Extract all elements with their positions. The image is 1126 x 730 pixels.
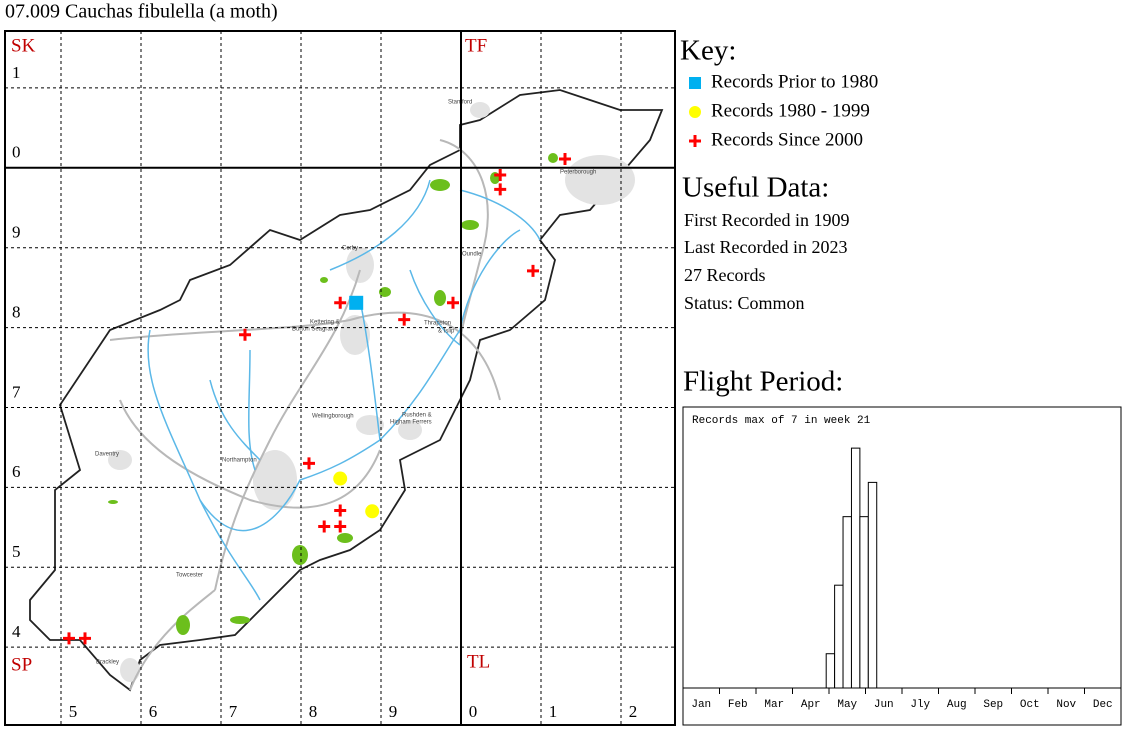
x-tick-label: 0 [469,702,478,721]
month-label: Mar [764,699,784,711]
month-label: Jun [874,699,894,711]
month-label: Sep [983,699,1003,711]
useful-data-title: Useful Data: [682,172,829,204]
place-label: Burton Seagrave [292,327,338,333]
bar [850,447,861,689]
x-tick-label: 7 [229,702,238,721]
month-label: Jan [691,699,711,711]
x-tick-label: 2 [629,702,638,721]
place-label: Daventry [95,452,119,458]
record-marker [365,504,380,519]
record-marker [349,295,364,310]
month-label: Jly [910,699,930,711]
record-marker [303,457,315,470]
place-label: Brackley [96,660,119,666]
legend-marker [689,106,701,118]
useful-line: First Recorded in 1909 [684,210,849,230]
bar [842,516,852,689]
flight-subtitle: Records max of 7 in week 21 [692,415,871,427]
place-label: Towcester [176,573,203,579]
place-label: Higham Ferrers [390,420,432,426]
record-marker [494,168,507,181]
useful-line: Last Recorded in 2023 [684,237,847,257]
record-marker [239,328,251,341]
record-marker [447,296,459,309]
place-label: & Islip [438,329,455,335]
place-label: Corby [342,246,358,252]
record-marker [527,264,539,277]
y-tick-label: 7 [12,382,21,401]
flight-title: Flight Period: [683,366,843,398]
record-marker [494,183,507,196]
y-tick-label: 9 [12,223,21,242]
page-title: 07.009 Cauchas fibulella (a moth) [5,1,278,23]
month-label: Feb [728,699,748,711]
square-label: SP [11,654,32,675]
month-label: May [837,699,857,711]
bar [859,516,869,689]
key-title: Key: [680,35,736,67]
legend-label: Records Prior to 1980 [711,71,878,92]
legend-label: Records 1980 - 1999 [711,100,870,121]
month-label: Nov [1056,699,1076,711]
month-label: Oct [1020,699,1040,711]
record-marker [333,471,348,486]
x-tick-label: 5 [69,702,78,721]
y-tick-label: 5 [12,542,21,561]
month-label: Apr [801,699,821,711]
y-tick-label: 8 [12,302,21,321]
useful-line: 27 Records [684,265,765,285]
bar [825,653,836,689]
legend-marker [689,77,701,89]
place-label: Kettering & [310,320,340,326]
place-label: Peterborough [560,170,596,176]
record-marker [334,520,347,533]
square-label: TF [465,35,487,56]
flight-frame [682,406,1122,726]
y-tick-label: 0 [12,143,21,162]
record-marker [398,313,411,326]
record-marker [79,632,91,645]
month-label: Aug [947,699,967,711]
square-label: TL [467,651,490,672]
y-tick-label: 1 [12,63,21,82]
legend-label: Records Since 2000 [711,129,863,150]
useful-line: Status: Common [684,293,805,313]
record-marker [63,632,75,645]
legend-marker [689,135,701,147]
record-marker [559,153,571,166]
bar [867,481,878,689]
x-tick-label: 1 [549,702,558,721]
x-tick-label: 9 [389,702,398,721]
month-label: Dec [1093,699,1113,711]
record-marker [318,520,331,533]
bar [834,584,844,689]
place-label: Wellingborough [312,414,354,420]
record-marker [334,504,347,517]
y-tick-label: 4 [12,622,21,641]
x-tick-label: 6 [149,702,158,721]
base-map: Stamford Peterborough Corby Oundle Kette… [29,89,664,692]
place-label: Thrapston [424,321,451,327]
place-label: Oundle [462,252,482,258]
place-label: Rushden & [402,413,432,419]
place-label: Northampton [222,458,257,464]
square-label: SK [11,35,36,56]
x-tick-label: 8 [309,702,318,721]
map-frame [4,30,676,726]
record-marker [334,296,347,309]
y-tick-label: 6 [12,462,21,481]
